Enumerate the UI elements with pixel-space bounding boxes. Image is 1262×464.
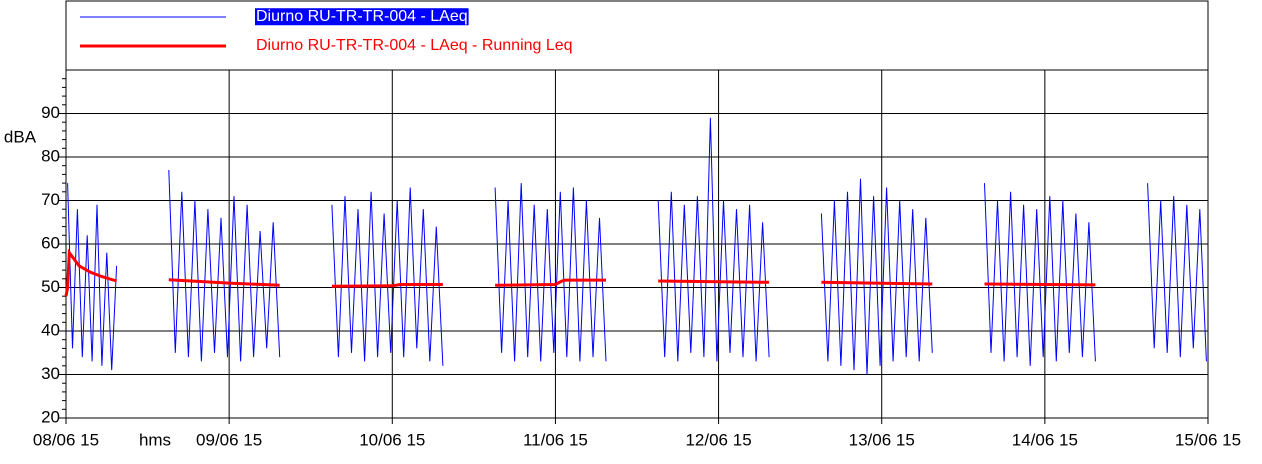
y-tick-label: 40 — [41, 320, 60, 339]
legend-label: Diurno RU-TR-TR-004 - LAeq - Running Leq — [256, 37, 573, 54]
legend-highlight — [255, 8, 469, 26]
x-tick-label: 12/06 15 — [685, 430, 751, 449]
x-axis-label: hms — [139, 430, 171, 449]
y-tick-label: 20 — [41, 407, 60, 426]
x-tick-label: 09/06 15 — [196, 430, 262, 449]
y-tick-label: 30 — [41, 364, 60, 383]
x-tick-label: 15/06 15 — [1175, 430, 1241, 449]
x-tick-label: 14/06 15 — [1012, 430, 1078, 449]
y-tick-label: 60 — [41, 233, 60, 252]
x-tick-label: 08/06 15 — [33, 430, 99, 449]
legend-entry: Diurno RU-TR-TR-004 - LAeq — [255, 8, 469, 26]
x-tick-label: 13/06 15 — [849, 430, 915, 449]
y-tick-label: 70 — [41, 190, 60, 209]
x-tick-label: 11/06 15 — [523, 430, 588, 449]
y-axis-label: dBA — [4, 127, 37, 146]
x-tick-label: 10/06 15 — [359, 430, 425, 449]
series-line — [64, 248, 1096, 297]
legend-box — [65, 0, 1209, 71]
y-tick-label: 80 — [41, 146, 60, 165]
y-tick-label: 50 — [41, 277, 60, 296]
y-tick-label: 90 — [41, 103, 60, 122]
legend-label: Diurno RU-TR-TR-004 - LAeq — [256, 8, 468, 25]
legend-entry: Diurno RU-TR-TR-004 - LAeq - Running Leq — [256, 37, 573, 54]
